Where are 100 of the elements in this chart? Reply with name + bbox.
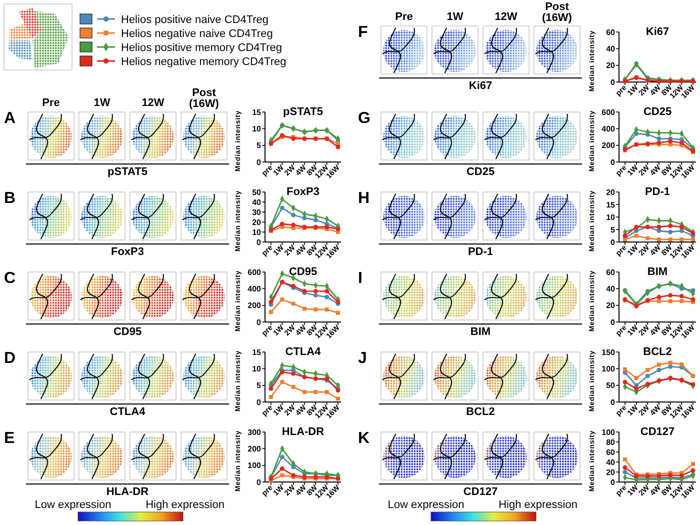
y-tick-label: 0 <box>256 398 262 407</box>
y-tick-label: 0 <box>610 238 616 247</box>
chart-title: pSTAT5 <box>283 106 323 118</box>
point <box>313 288 318 294</box>
point <box>690 297 696 302</box>
chart-title: CD127 <box>640 426 675 438</box>
y-tick-label: 15 <box>252 108 262 117</box>
point <box>656 294 662 300</box>
text: G <box>358 110 370 127</box>
point <box>302 306 306 311</box>
y-tick-label: 100 <box>602 364 616 374</box>
point <box>280 473 284 478</box>
point <box>268 294 274 300</box>
legend-label: Helios positive naive CD4Treg <box>121 14 269 26</box>
point <box>291 371 296 376</box>
y-tick-label: 0 <box>256 478 262 487</box>
point <box>280 206 284 210</box>
y-tick-label: 5 <box>256 141 262 150</box>
point <box>645 382 650 386</box>
y-tick-label: 10 <box>252 364 262 374</box>
point <box>680 362 684 366</box>
y-tick-label: 40 <box>606 284 616 294</box>
point <box>291 302 296 306</box>
chart-title: BIM <box>647 266 668 278</box>
point <box>336 144 340 150</box>
point <box>280 222 284 226</box>
text: I <box>358 270 362 287</box>
point <box>634 234 638 238</box>
y-tick-label: 400 <box>602 124 616 134</box>
point <box>668 238 672 242</box>
text: D <box>4 350 16 367</box>
y-tick-label: 0 <box>610 478 616 487</box>
point <box>656 224 662 230</box>
point <box>336 396 340 401</box>
y-tick-label: 80 <box>606 438 616 447</box>
y-tick-label: 600 <box>248 268 262 277</box>
point <box>668 360 672 365</box>
point <box>679 473 684 478</box>
point <box>691 462 695 466</box>
point <box>622 233 628 238</box>
text: H <box>358 190 370 207</box>
point <box>302 210 307 218</box>
text: J <box>358 350 367 367</box>
point <box>691 238 695 242</box>
text: A <box>4 110 16 127</box>
text: K <box>358 430 370 447</box>
y-tick-label: 40 <box>252 198 262 207</box>
point <box>324 390 329 394</box>
chart-title: CTLA4 <box>285 346 322 358</box>
chart-title: CD95 <box>288 266 318 278</box>
point <box>314 390 318 394</box>
text: 12W <box>494 11 518 23</box>
text: Low expression <box>34 499 112 511</box>
point <box>656 368 662 372</box>
point <box>324 308 329 312</box>
y-tick-label: 10 <box>606 212 616 222</box>
point <box>280 454 284 460</box>
text: Low expression <box>388 499 464 511</box>
point <box>646 236 650 240</box>
point <box>280 380 284 384</box>
point <box>280 298 284 302</box>
point <box>646 368 650 372</box>
text: Post (16W) <box>542 1 572 24</box>
point <box>680 238 684 242</box>
legend-label: Helios positive memory CD4Treg <box>121 42 282 54</box>
y-tick-label: 0 <box>610 158 616 167</box>
text: BIM <box>470 326 491 338</box>
text: FoxP3 <box>110 246 144 258</box>
point <box>314 308 318 312</box>
point <box>622 474 628 481</box>
y-tick-label: 30 <box>252 208 262 217</box>
chart-title: Ki67 <box>646 26 670 38</box>
text: High expression <box>498 499 578 511</box>
y-tick-label: 150 <box>602 348 616 357</box>
point <box>668 364 673 369</box>
point <box>634 386 639 391</box>
point <box>668 138 673 144</box>
point <box>302 390 306 394</box>
y-tick-label: 200 <box>248 301 262 310</box>
y-tick-label: 15 <box>252 348 262 357</box>
point <box>679 294 684 298</box>
chart-title: CD25 <box>643 106 672 118</box>
point <box>668 299 672 304</box>
text: CD95 <box>113 326 142 338</box>
text: Ki67 <box>468 80 492 92</box>
text: Pre <box>395 11 413 23</box>
y-tick-label: 10 <box>252 124 262 134</box>
point <box>645 374 650 378</box>
point <box>280 466 284 471</box>
y-tick-label: 200 <box>602 141 616 150</box>
text: E <box>4 430 15 447</box>
point <box>622 465 628 470</box>
y-tick-label: 0 <box>610 318 616 327</box>
text: pSTAT5 <box>108 166 148 178</box>
text: B <box>4 190 16 207</box>
point <box>668 293 673 298</box>
y-tick-label: 60 <box>606 28 616 37</box>
point <box>657 362 661 367</box>
text: CD25 <box>466 166 495 178</box>
text: HLA-DR <box>106 486 149 498</box>
